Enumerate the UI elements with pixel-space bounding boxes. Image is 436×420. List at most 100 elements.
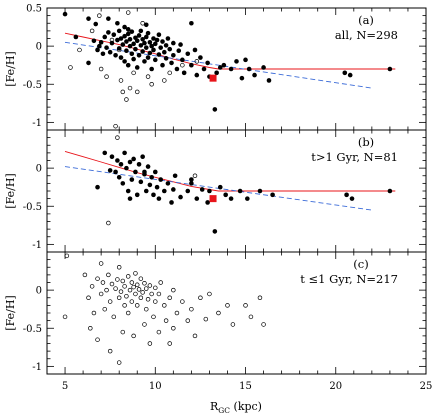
y-tick-label: -1 [32,362,42,373]
panel-c-label: (c) [353,257,368,271]
data-point-filled [138,43,144,48]
data-point-filled [217,184,223,190]
data-point-filled [142,40,147,46]
data-point-filled [113,169,118,175]
data-point-open [129,280,135,285]
data-point-filled [138,179,144,185]
panel-a-points [62,10,393,129]
data-point-filled [207,188,212,194]
data-point-open [109,37,115,43]
data-point-filled [115,37,120,43]
y-tick-label: -0.5 [23,324,42,335]
data-point-filled [129,177,135,182]
data-point-open [138,276,144,281]
data-point-filled [115,158,120,163]
y-tick-label: -0.5 [23,202,42,213]
data-point-open [124,97,129,102]
y-tick-label: -1 [32,240,42,251]
data-point-filled [62,11,68,17]
data-point-filled [125,27,131,32]
data-point-filled [198,55,203,60]
data-point-open [95,276,100,281]
data-point-open [163,318,169,323]
data-point-filled [147,40,153,45]
x-axis-label-main: R [210,400,219,413]
data-point-open [82,272,88,278]
data-point-filled [131,41,136,47]
data-point-filled [181,70,187,76]
data-point-filled [237,188,243,194]
data-point-filled [86,60,91,66]
data-point-open [153,299,158,304]
panel-b-label: (b) [358,135,374,149]
data-point-filled [149,174,154,180]
data-point-open [171,326,176,331]
data-point-filled [205,200,210,205]
data-point-filled [270,192,275,198]
data-point-filled [205,60,210,66]
data-point-filled [228,66,234,72]
data-point-filled [118,36,124,41]
data-point-filled [152,169,158,175]
data-point-filled [73,34,79,40]
data-point-open [131,284,136,290]
data-point-filled [145,164,151,169]
data-point-filled [169,200,174,205]
data-point-open [140,290,145,295]
data-point-filled [349,196,355,201]
data-point-open [107,299,113,304]
data-point-filled [91,38,97,44]
data-point-filled [178,42,183,47]
data-point-filled [347,72,353,78]
data-point-filled [115,20,120,26]
data-point-open [162,78,167,83]
data-point-filled [266,78,272,83]
data-point-filled [156,52,162,57]
data-point-filled [212,229,218,234]
data-point-open [89,28,95,34]
data-point-highlight [209,74,217,82]
data-point-filled [143,45,149,50]
data-point-filled [106,16,111,21]
data-point-open [102,306,108,312]
data-point-open [115,277,120,282]
data-point-filled [111,32,117,37]
data-point-filled [140,49,145,54]
data-point-filled [163,56,169,61]
data-point-filled [243,57,248,63]
data-point-open [109,281,115,287]
data-point-open [116,47,122,53]
data-point-filled [140,154,145,159]
data-point-open [77,47,82,53]
data-point-open [125,10,131,15]
data-point-filled [95,184,100,190]
data-point-filled [154,37,160,43]
data-point-filled [344,192,349,198]
data-point-filled [98,40,104,45]
data-point-filled [185,188,191,194]
data-point-filled [194,72,200,78]
data-point-open [156,329,162,335]
data-point-filled [109,154,115,159]
data-point-open [180,299,185,304]
data-point-filled [189,20,194,26]
data-point-filled [147,50,153,56]
data-point-open [257,295,263,301]
data-point-open [167,341,172,346]
data-point-filled [171,40,176,46]
data-point-filled [127,196,133,201]
data-point-open [89,284,95,289]
data-point-open [104,287,109,293]
data-point-open [120,89,126,95]
data-point-filled [129,51,135,57]
data-point-open [261,322,266,327]
data-point-filled [143,22,149,28]
data-point-filled [104,45,109,50]
data-point-open [64,253,70,259]
data-point-filled [134,192,140,198]
data-point-filled [143,188,149,194]
data-point-filled [158,177,163,182]
data-point-filled [86,16,91,21]
data-point-filled [140,36,145,42]
data-point-open [134,89,140,95]
